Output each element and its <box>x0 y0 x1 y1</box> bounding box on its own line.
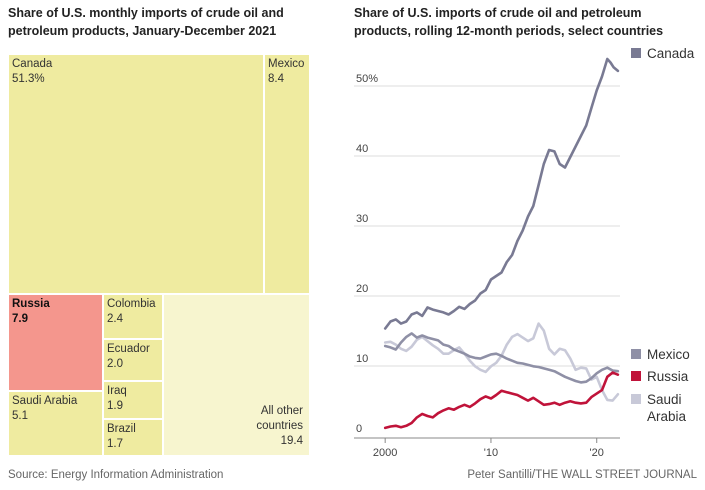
treemap-label-ecuador: Ecuador 2.0 <box>107 342 150 372</box>
treemap-cell-ecuador: Ecuador 2.0 <box>103 339 163 381</box>
treemap-country-name: Saudi Arabia <box>12 395 78 407</box>
legend-swatch-mexico <box>631 349 641 359</box>
treemap-cell-brazil: Brazil 1.7 <box>103 419 163 456</box>
series-line-mexico <box>383 332 620 384</box>
y-tick-label: 40 <box>356 143 368 155</box>
x-tick-label: '10 <box>484 447 498 459</box>
treemap-country-value: 1.9 <box>107 400 123 412</box>
y-tick-label: 50% <box>356 73 378 85</box>
series-line-russia <box>383 371 620 430</box>
y-tick-label: 0 <box>356 423 362 435</box>
treemap-cell-colombia: Colombia 2.4 <box>103 294 163 339</box>
treemap-label-mexico: Mexico 8.4 <box>268 57 304 87</box>
x-tick-label: '20 <box>590 447 604 459</box>
treemap-country-name: All other countries <box>256 405 303 432</box>
treemap-country-name: Iraq <box>107 385 127 397</box>
treemap-country-value: 2.0 <box>107 358 123 370</box>
legend-swatch-saudi-arabia <box>631 394 641 404</box>
treemap-country-value: 7.9 <box>12 313 28 325</box>
legend-label-mexico: Mexico <box>647 347 690 362</box>
y-tick-label: 20 <box>356 283 368 295</box>
y-tick-label: 10 <box>356 353 368 365</box>
legend-swatch-russia <box>631 371 641 381</box>
legend-swatch-canada <box>631 48 641 58</box>
treemap-label-saudi-arabia: Saudi Arabia 5.1 <box>12 394 77 424</box>
treemap-country-value: 51.3% <box>12 73 45 85</box>
legend-label-russia: Russia <box>647 369 689 384</box>
treemap-cell-iraq: Iraq 1.9 <box>103 381 163 419</box>
treemap-country-name: Ecuador <box>107 343 150 355</box>
treemap-label-canada: Canada 51.3% <box>12 57 52 87</box>
treemap-country-name: Canada <box>12 58 53 70</box>
treemap-label-brazil: Brazil 1.7 <box>107 422 136 452</box>
treemap-country-value: 1.7 <box>107 438 123 450</box>
credit-note: Peter Santilli/THE WALL STREET JOURNAL <box>467 469 697 481</box>
treemap-country-value: 5.1 <box>12 410 28 422</box>
treemap-title: Share of U.S. monthly imports of crude o… <box>8 6 284 38</box>
treemap-cell-all-other-countries: All other countries 19.4 <box>163 294 310 456</box>
treemap-label-all-other-countries: All other countries 19.4 <box>223 404 303 449</box>
treemap-cell-canada: Canada 51.3% <box>8 54 264 294</box>
legend-label-canada: Canada <box>647 46 695 61</box>
treemap-cell-saudi-arabia: Saudi Arabia 5.1 <box>8 391 103 456</box>
y-tick-label: 30 <box>356 213 368 225</box>
treemap-country-value: 8.4 <box>268 73 284 85</box>
treemap-cell-mexico: Mexico 8.4 <box>264 54 310 294</box>
legend-label-saudi-arabia: Saudi Arabia <box>647 392 687 424</box>
treemap-country-name: Colombia <box>107 298 156 310</box>
source-note: Source: Energy Information Administratio… <box>8 469 224 481</box>
line-chart-title: Share of U.S. imports of crude oil and p… <box>354 6 664 38</box>
treemap-country-value: 19.4 <box>280 435 303 447</box>
treemap-label-colombia: Colombia 2.4 <box>107 297 156 327</box>
treemap-label-russia: Russia 7.9 <box>12 297 50 327</box>
x-tick-label: 2000 <box>373 447 397 459</box>
treemap-country-name: Russia <box>12 298 50 310</box>
treemap-country-value: 2.4 <box>107 313 123 325</box>
treemap-country-name: Mexico <box>268 58 305 70</box>
line-chart: 0 10 20 30 40 50% 2000 '10 '20 Canada Mexico Russia… <box>354 46 695 459</box>
treemap-label-iraq: Iraq 1.9 <box>107 384 127 414</box>
treemap-cell-russia: Russia 7.9 <box>8 294 103 391</box>
treemap: Canada 51.3% Mexico 8.4 Russia 7.9 Colombia 2.4… <box>8 54 310 456</box>
treemap-country-name: Brazil <box>107 423 136 435</box>
series-line-canada <box>383 57 620 330</box>
